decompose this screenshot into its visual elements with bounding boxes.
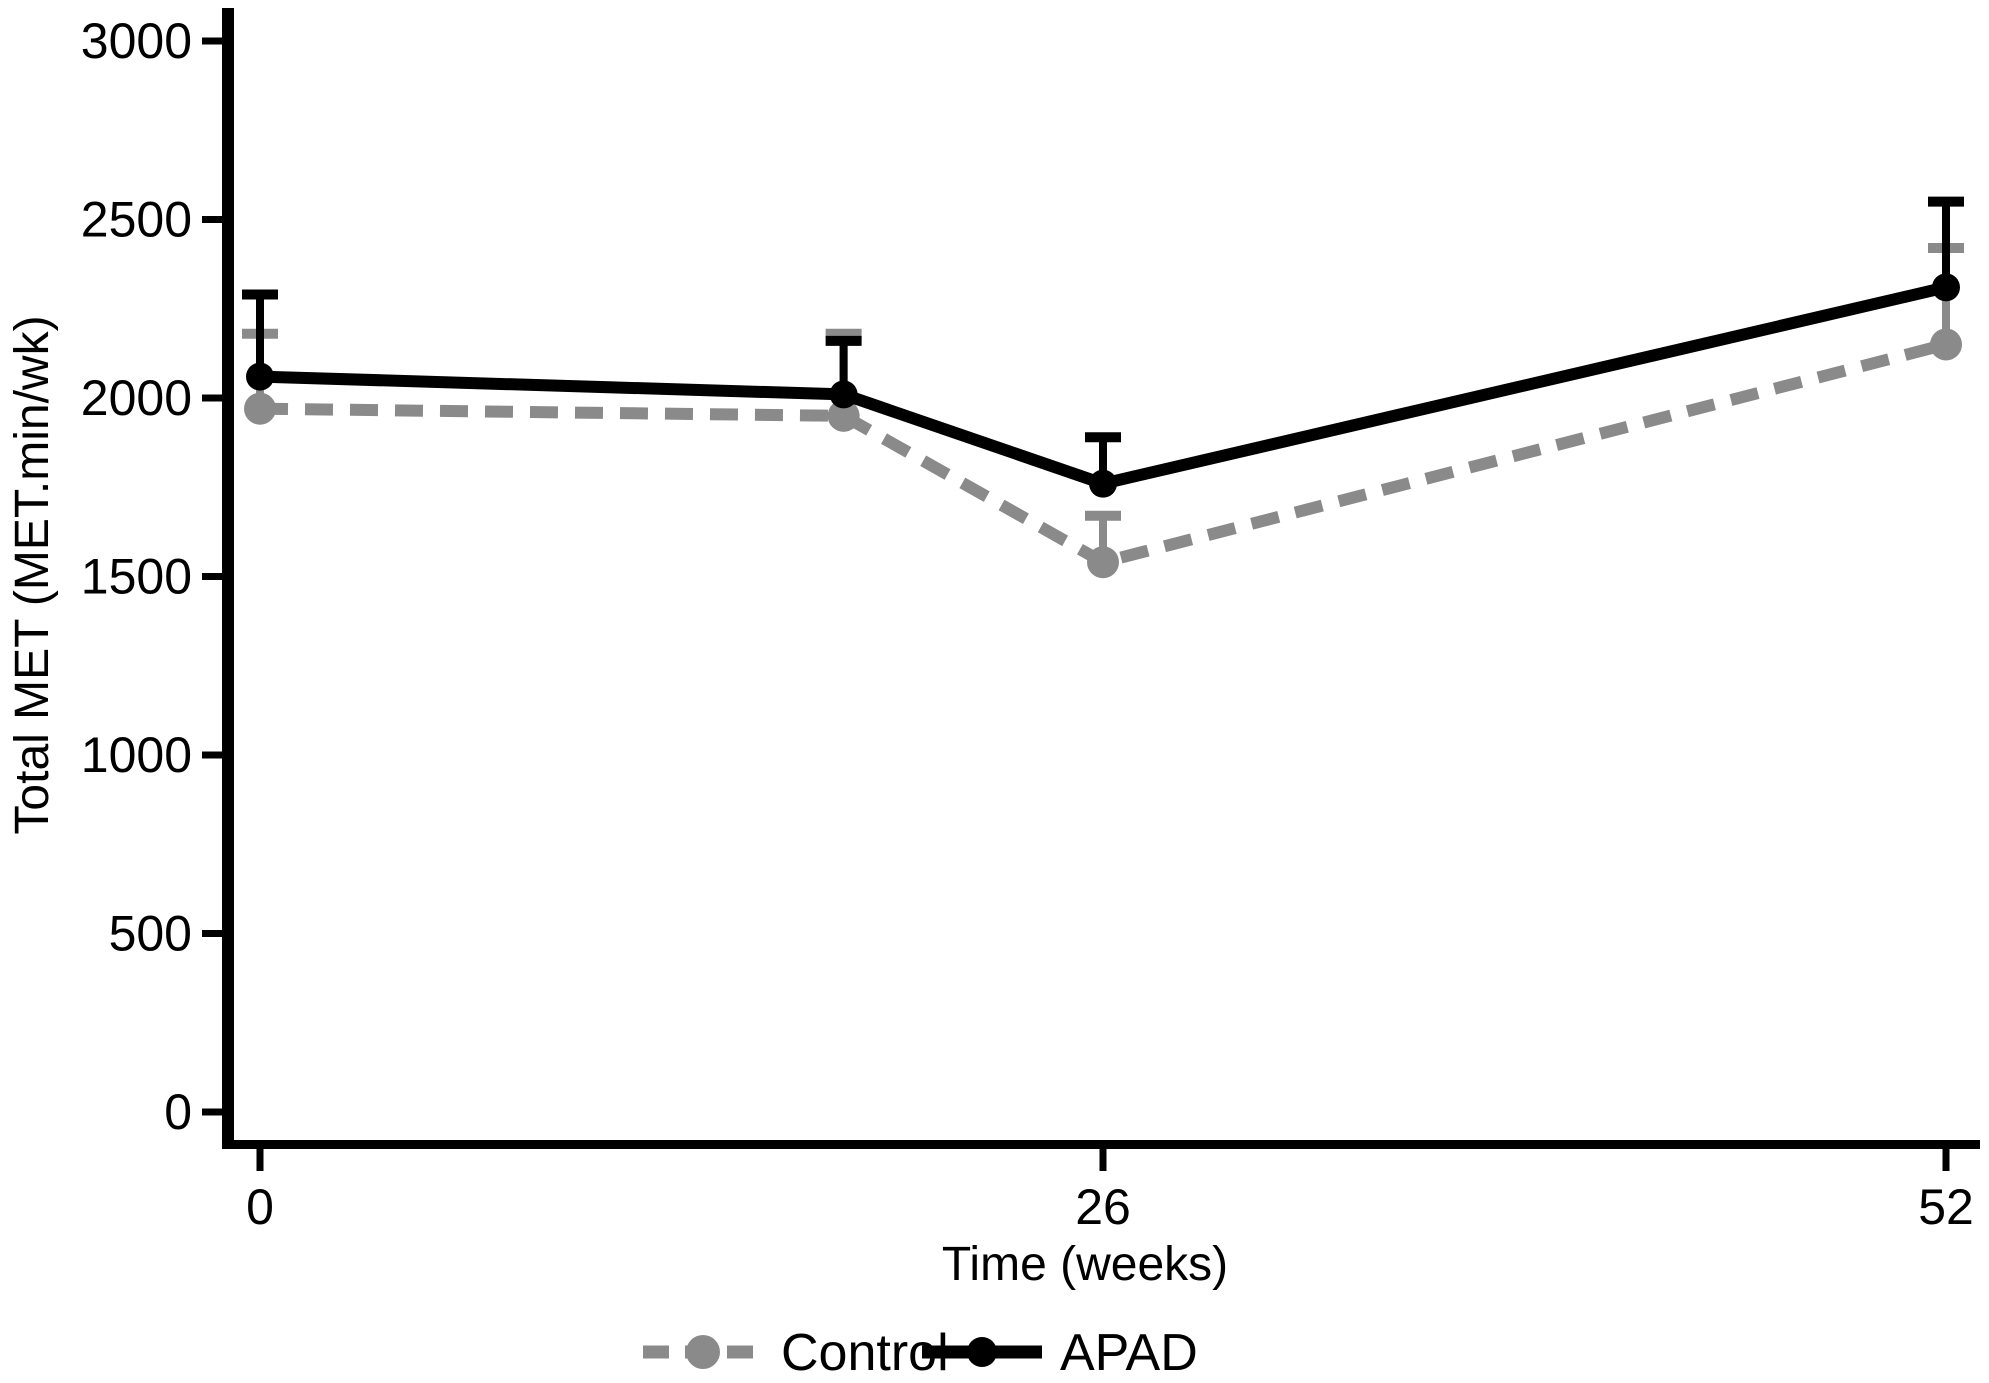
x-tick-label: 0	[246, 1179, 274, 1235]
y-tick-label: 2500	[81, 192, 192, 248]
x-tick-label: 52	[1918, 1179, 1974, 1235]
y-tick-label: 1500	[81, 549, 192, 605]
y-tick-label: 3000	[81, 13, 192, 69]
y-tick-label: 2000	[81, 370, 192, 426]
data-point-marker-apad	[1932, 273, 1960, 302]
data-point-marker-apad	[829, 380, 858, 409]
series-line-control	[259, 338, 1948, 569]
y-tick-label: 0	[164, 1084, 192, 1140]
data-point-marker-control	[1930, 328, 1962, 361]
x-tick-label: 26	[1075, 1179, 1131, 1235]
data-point-marker-control	[244, 392, 276, 425]
legend-marker-apad	[967, 1337, 997, 1367]
y-tick-label: 500	[109, 906, 192, 962]
legend-item-control: Control	[643, 1324, 949, 1382]
series-apad	[242, 196, 1964, 498]
data-point-marker-apad	[1089, 469, 1117, 498]
y-axis-line	[222, 8, 234, 1149]
legend-marker-control	[686, 1335, 720, 1369]
legend-label-control: Control	[781, 1324, 949, 1382]
x-axis-title: Time (weeks)	[942, 1238, 1228, 1291]
legend: Control APAD	[643, 1324, 1198, 1382]
legend-label-apad: APAD	[1060, 1324, 1198, 1382]
data-point-marker-apad	[246, 362, 274, 391]
series-line-apad	[259, 281, 1948, 490]
series-control	[242, 243, 1964, 579]
axes: 0 500 1000 1500 2000 2500 3000 0 26 52 Time (weeks…	[6, 8, 1980, 1291]
x-axis-line	[222, 1140, 1980, 1149]
y-tick-label: 1000	[81, 727, 192, 783]
legend-item-apad: APAD	[922, 1324, 1198, 1382]
data-point-marker-control	[1087, 546, 1119, 579]
y-axis-title: Total MET (MET.min/wk)	[6, 315, 59, 834]
data-point-marker-control	[827, 399, 860, 432]
